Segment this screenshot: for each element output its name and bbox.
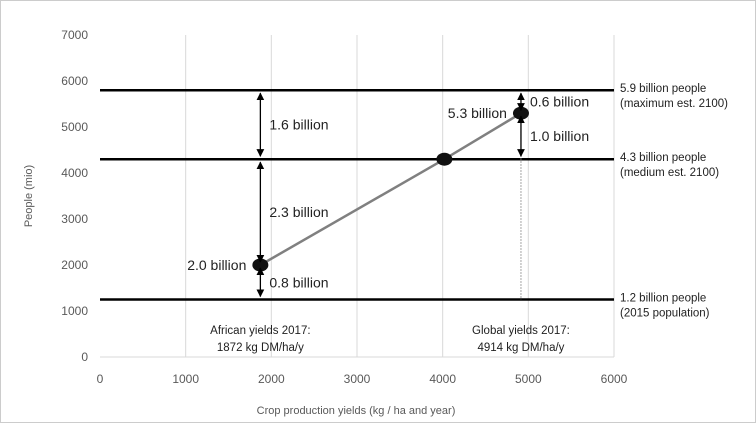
gap-label: 2.3 billion bbox=[269, 204, 328, 220]
y-tick-label: 7000 bbox=[61, 28, 88, 42]
yield-annotation-value: 4914 kg DM/ha/y bbox=[477, 342, 564, 354]
data-point bbox=[252, 258, 269, 272]
y-tick-label: 5000 bbox=[61, 120, 88, 134]
y-tick-label: 2000 bbox=[61, 258, 88, 272]
reference-line-label: 5.9 billion people bbox=[620, 83, 706, 95]
gap-label: 0.8 billion bbox=[269, 274, 328, 290]
x-tick-label: 2000 bbox=[258, 372, 285, 386]
x-tick-label: 3000 bbox=[344, 372, 371, 386]
x-tick-label: 4000 bbox=[429, 372, 456, 386]
point-label: 2.0 billion bbox=[187, 257, 246, 273]
x-tick-label: 1000 bbox=[172, 372, 199, 386]
reference-line-sublabel: (maximum est. 2100) bbox=[620, 98, 728, 110]
gap-label: 1.0 billion bbox=[530, 128, 589, 144]
reference-line-label: 1.2 billion people bbox=[620, 293, 706, 305]
annotations: 1.6 billion 2.3 billion 0.8 billion 0.6 bil… bbox=[187, 92, 589, 354]
data-point bbox=[512, 106, 529, 120]
y-tick-label: 4000 bbox=[61, 166, 88, 180]
reference-lines: 5.9 billion people (maximum est. 2100) 4.3… bbox=[100, 83, 728, 320]
gap-label: 0.6 billion bbox=[530, 94, 589, 110]
y-tick-label: 1000 bbox=[61, 304, 88, 318]
x-axis-title: Crop production yields (kg / ha and year… bbox=[257, 405, 456, 417]
point-label: 5.3 billion bbox=[448, 105, 507, 121]
yield-annotation-value: 1872 kg DM/ha/y bbox=[217, 342, 304, 354]
reference-line-sublabel: (2015 population) bbox=[620, 308, 710, 320]
y-axis-title: People (mio) bbox=[23, 165, 35, 227]
x-tick-label: 5000 bbox=[515, 372, 542, 386]
y-tick-label: 0 bbox=[81, 350, 88, 364]
reference-line-label: 4.3 billion people bbox=[620, 152, 706, 164]
axes: 0 1000 2000 3000 4000 5000 6000 0 1000 2000 3000 40… bbox=[61, 28, 627, 386]
y-tick-label: 3000 bbox=[61, 212, 88, 226]
gap-label: 1.6 billion bbox=[269, 117, 328, 133]
yield-annotation: African yields 2017: bbox=[210, 325, 310, 337]
grid bbox=[185, 35, 615, 357]
series bbox=[252, 106, 529, 300]
data-point bbox=[436, 152, 453, 166]
x-tick-label: 0 bbox=[97, 372, 104, 386]
y-tick-label: 6000 bbox=[61, 74, 88, 88]
reference-line-sublabel: (medium est. 2100) bbox=[620, 167, 719, 179]
yield-annotation: Global yields 2017: bbox=[472, 325, 570, 337]
x-tick-label: 6000 bbox=[601, 372, 628, 386]
